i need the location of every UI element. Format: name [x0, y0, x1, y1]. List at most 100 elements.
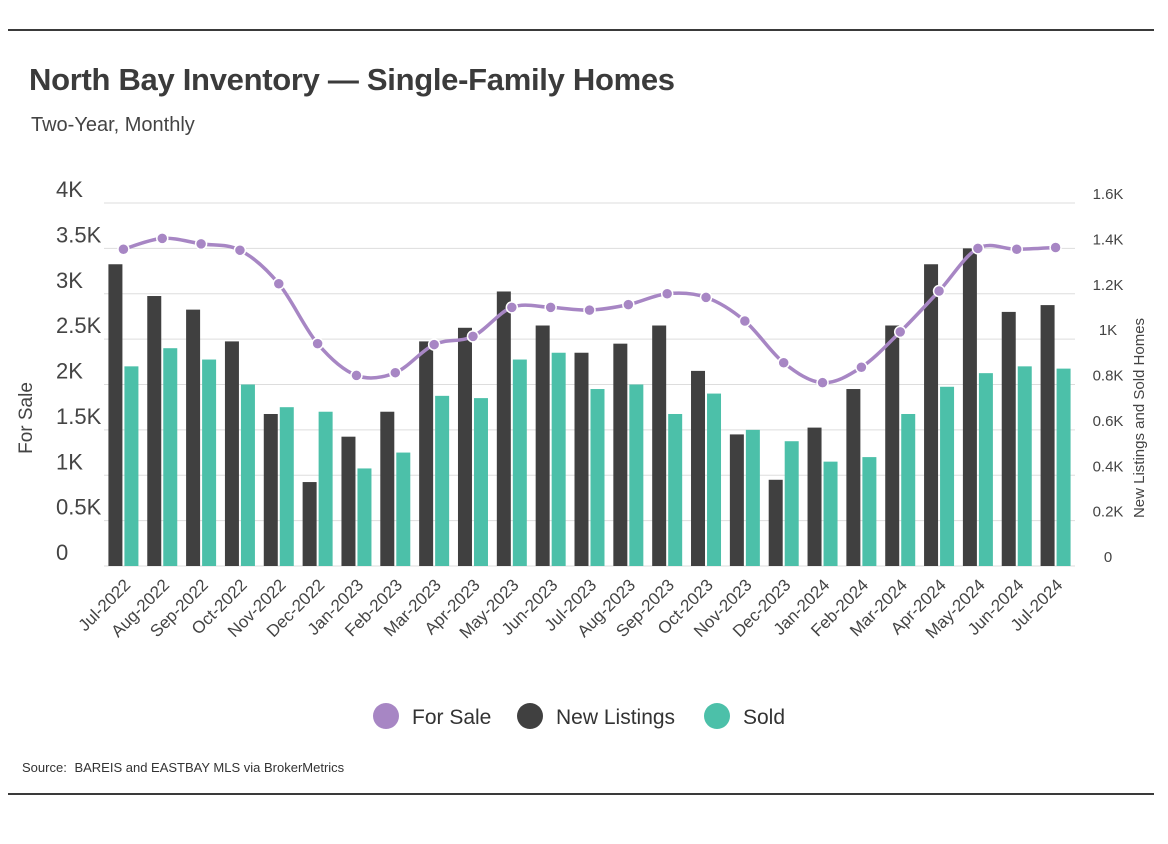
legend-marker-sold	[704, 703, 730, 729]
for-sale-point	[156, 232, 169, 245]
bottom-rule	[8, 793, 1154, 795]
for-sale-point	[194, 237, 208, 251]
bar-sold	[629, 384, 644, 566]
bar-new-listings	[885, 325, 900, 566]
bar-sold	[202, 359, 217, 566]
bar-new-listings	[457, 327, 472, 566]
source-text: BAREIS and EASTBAY MLS via BrokerMetrics	[74, 760, 345, 775]
left-tick-label: 2K	[56, 359, 83, 384]
bar-new-listings	[1040, 305, 1055, 566]
bar-sold	[901, 413, 916, 566]
for-sale-point	[544, 301, 557, 314]
bar-sold	[1017, 366, 1032, 566]
legend: For Sale New Listings Sold	[373, 703, 785, 729]
left-tick-label: 0.5K	[56, 495, 102, 520]
bar-sold	[668, 413, 683, 566]
bar-new-listings	[574, 352, 589, 566]
for-sale-point	[350, 369, 363, 382]
legend-marker-for-sale	[373, 703, 399, 729]
left-tick-label: 3K	[56, 268, 83, 293]
left-tick-label: 0	[56, 540, 68, 565]
left-axis-ticks: 0 0.5K 1K 1.5K 2K 2.5K 3K 3.5K 4K	[56, 177, 102, 565]
bar-new-listings	[224, 341, 239, 566]
for-sale-point	[932, 284, 946, 298]
right-tick-label: 1.4K	[1093, 231, 1124, 248]
for-sale-point	[855, 361, 868, 374]
bars	[108, 248, 1071, 566]
top-rule	[8, 29, 1154, 31]
bar-new-listings	[419, 341, 434, 566]
for-sale-point	[583, 303, 596, 317]
bar-sold	[357, 468, 372, 566]
bar-new-listings	[535, 325, 550, 566]
right-tick-label: 1.2K	[1093, 277, 1124, 294]
for-sale-point	[1049, 241, 1062, 254]
for-sale-point	[272, 277, 286, 291]
source-label: Source:	[22, 760, 67, 775]
left-axis-title: For Sale	[16, 382, 37, 454]
legend-label-for-sale: For Sale	[412, 706, 491, 729]
left-tick-label: 1K	[56, 449, 83, 474]
bar-sold	[318, 411, 333, 566]
bar-new-listings	[108, 264, 123, 566]
for-sale-point	[699, 291, 713, 304]
left-tick-label: 4K	[56, 177, 83, 202]
bar-new-listings	[691, 370, 706, 566]
bar-sold	[551, 352, 566, 566]
bar-sold	[473, 398, 488, 566]
left-tick-label: 3.5K	[56, 222, 102, 247]
right-tick-label: 1.6K	[1093, 186, 1124, 203]
legend-marker-new-listings	[517, 703, 543, 729]
bar-new-listings	[962, 248, 977, 566]
bar-new-listings	[768, 479, 783, 566]
for-sale-point	[505, 301, 519, 314]
for-sale-point	[738, 314, 752, 328]
bar-new-listings	[652, 325, 667, 566]
left-tick-label: 2.5K	[56, 313, 102, 338]
bar-sold	[1056, 368, 1071, 566]
bar-new-listings	[380, 411, 395, 566]
for-sale-point	[389, 366, 402, 379]
bar-new-listings	[729, 434, 744, 566]
for-sale-point	[427, 338, 441, 351]
bar-sold	[784, 441, 799, 566]
for-sale-line	[117, 232, 1062, 389]
bar-sold	[978, 373, 993, 566]
bar-sold	[435, 395, 450, 566]
chart-subtitle: Two-Year, Monthly	[31, 114, 195, 136]
bar-sold	[940, 386, 955, 566]
bar-sold	[279, 407, 294, 566]
right-tick-label: 0.4K	[1093, 458, 1124, 475]
left-tick-label: 1.5K	[56, 404, 102, 429]
for-sale-point	[311, 337, 324, 350]
right-axis-ticks: 0 0.2K 0.4K 0.6K 0.8K 1K 1.2K 1.4K 1.6K	[1093, 186, 1124, 566]
bar-sold	[512, 359, 527, 566]
for-sale-point	[233, 243, 247, 257]
bar-new-listings	[341, 436, 356, 566]
bar-sold	[823, 461, 838, 566]
source-note: Source: BAREIS and EASTBAY MLS via Broke…	[22, 760, 344, 775]
bar-new-listings	[807, 427, 822, 566]
legend-label-sold: Sold	[743, 706, 785, 729]
bar-new-listings	[846, 389, 861, 566]
bar-new-listings	[613, 343, 628, 566]
bar-new-listings	[302, 482, 317, 566]
bar-new-listings	[496, 291, 511, 566]
chart-title: North Bay Inventory — Single-Family Home…	[29, 62, 675, 97]
for-sale-point	[777, 356, 790, 369]
bar-new-listings	[1001, 311, 1016, 566]
bar-sold	[124, 366, 139, 566]
right-tick-label: 0	[1104, 549, 1112, 566]
for-sale-point	[816, 376, 829, 389]
right-axis-title: New Listings and Sold Homes	[1131, 318, 1148, 518]
bar-sold	[163, 348, 178, 566]
bar-new-listings	[147, 296, 162, 566]
for-sale-point	[971, 242, 985, 255]
for-sale-point	[1010, 243, 1023, 256]
for-sale-point	[622, 298, 635, 311]
for-sale-point	[117, 243, 130, 256]
bar-new-listings	[186, 309, 201, 566]
bar-new-listings	[263, 413, 278, 566]
right-tick-label: 0.6K	[1093, 413, 1124, 430]
